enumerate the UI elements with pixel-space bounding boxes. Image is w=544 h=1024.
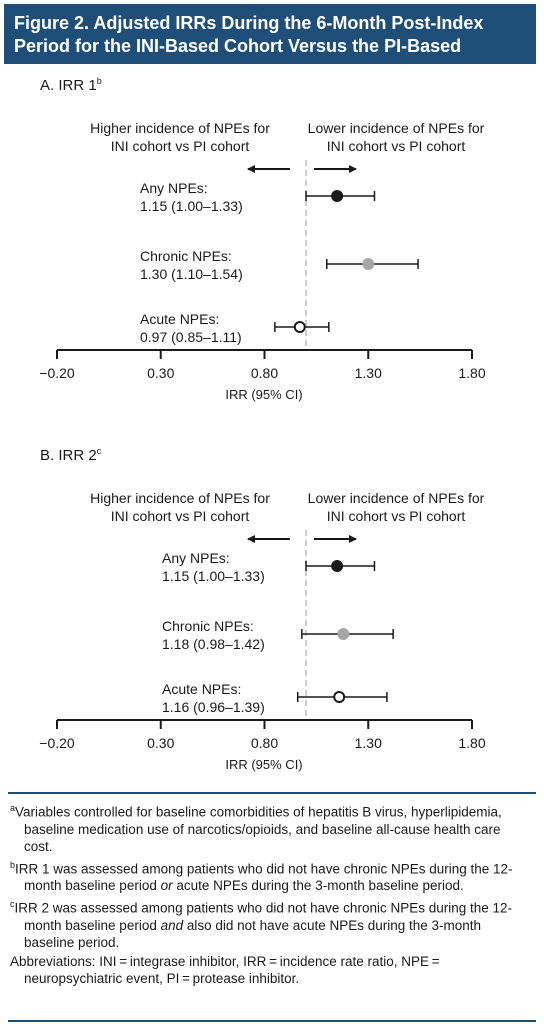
footnote-b: bIRR 1 was assessed among patients who d… [10,857,532,895]
footnote-b-marker: b [10,859,16,870]
panel-a-row-acute-point-estimate [293,321,306,333]
panel-b-row-any-point-estimate [331,560,344,572]
panel-a-x-tick-label: −0.20 [39,365,75,381]
footnote-c-post: also did not have acute NPEs during the … [24,917,482,950]
panel-b-higher-label-line2: INI cohort vs PI cohort [111,508,250,524]
panel-a-x-tick-label: 1.30 [355,365,382,381]
panel-b-row-chronic-point-estimate [337,628,350,640]
panel-a-row-chronic-value-text: 1.30 (1.10–1.54) [140,266,243,282]
figure-title-line1: Figure 2. Adjusted IRRs During the 6-Mon… [14,13,484,33]
panel-b-row-acute-point-estimate [333,691,346,703]
footnote-b-post: acute NPEs during the 3-month baseline p… [172,878,464,893]
panel-a-label-sup: b [97,76,102,86]
panel-a-row-chronic-point-estimate [362,258,375,270]
panel-a-row-chronic-name: Chronic NPEs: [140,248,232,264]
panel-a-higher-label-line1: Higher incidence of NPEs for [90,120,270,136]
panel-a-row-any-value-text: 1.15 (1.00–1.33) [140,198,243,214]
panel-a-lower-label-line1: Lower incidence of NPEs for [308,120,485,136]
panel-a-row-any-name: Any NPEs: [140,180,208,196]
footnotes: aVariables controlled for baseline comor… [8,792,536,1022]
footnote-c-pre: IRR 2 was assessed among patients who di… [14,900,513,933]
panel-b-row-chronic-value-text: 1.18 (0.98–1.42) [162,636,265,652]
panel-b-row-acute-value-text: 1.16 (0.96–1.39) [162,699,265,715]
panel-b-row-acute-name: Acute NPEs: [162,681,241,697]
footnote-c-emphasis: and [160,917,184,933]
footnote-a: aVariables controlled for baseline comor… [10,800,532,855]
panel-a-lower-label-line2: INI cohort vs PI cohort [327,138,466,154]
footnote-b-pre: IRR 1 was assessed among patients who di… [15,861,513,893]
panel-b-row-any-value-text: 1.15 (1.00–1.33) [162,568,265,584]
panel-a-label: A. IRR 1b [40,76,102,94]
panel-a-higher-label-line2: INI cohort vs PI cohort [111,138,250,154]
panel-b-label: B. IRR 2c [40,446,102,464]
panel-a-row-acute-name: Acute NPEs: [140,311,219,327]
panel-b-lower-label-line1: Lower incidence of NPEs for [308,490,485,506]
panel-b-label-sup: c [97,446,102,456]
panel-b-x-tick-label: 1.30 [355,735,382,751]
panel-a-x-axis-title: IRR (95% CI) [225,387,302,402]
panel-a-x-tick-label: 0.30 [147,365,174,381]
footnote-c-marker: c [10,899,15,909]
panel-b-lower-label-line2: INI cohort vs PI cohort [327,508,466,524]
panel-b-x-tick-label: 0.30 [147,735,174,751]
panel-b: B. IRR 2c Higher incidence of NPEs for INI… [39,446,486,772]
panel-b-x-axis-title: IRR (95% CI) [225,757,302,772]
panel-a-row-acute-value-text: 0.97 (0.85–1.11) [140,329,242,345]
panel-b-x-tick-label: 0.80 [251,735,278,751]
panel-b-x-tick-label: −0.20 [39,735,75,751]
figure-title-sup: a [72,63,80,75]
panel-a-row-any-point-estimate [331,190,344,202]
forest-plot: A. IRR 1b Higher incidence of NPEs for INI… [39,76,486,772]
panel-a-x-tick-label: 0.80 [251,365,278,381]
panel-b-row-chronic-name: Chronic NPEs: [162,618,254,634]
panel-a-label-text: A. IRR 1 [40,77,97,94]
footnote-a-text: Variables controlled for baseline comorb… [15,804,502,854]
panel-b-x-tick-label: 1.80 [458,735,485,751]
figure-title: Figure 2. Adjusted IRRs During the 6-Mon… [4,4,536,83]
panel-b-higher-label-line1: Higher incidence of NPEs for [90,490,270,506]
panel-b-row-any-name: Any NPEs: [162,550,230,566]
panel-a-x-tick-label: 1.80 [458,365,485,381]
panel-b-label-text: B. IRR 2 [40,447,97,464]
footnote-a-marker: a [10,803,16,813]
figure-title-line2: Period for the INI-Based Cohort Versus t… [14,35,526,85]
figure-title-line2-text: Period for the INI-Based Cohort Versus t… [14,36,462,83]
footnote-c: cIRR 2 was assessed among patients who d… [10,896,532,951]
footnote-abbreviations: Abbreviations: INI = integrase inhibitor… [10,953,443,986]
panel-a: A. IRR 1b Higher incidence of NPEs for INI… [39,76,486,402]
footnote-b-emphasis: or [160,878,173,893]
